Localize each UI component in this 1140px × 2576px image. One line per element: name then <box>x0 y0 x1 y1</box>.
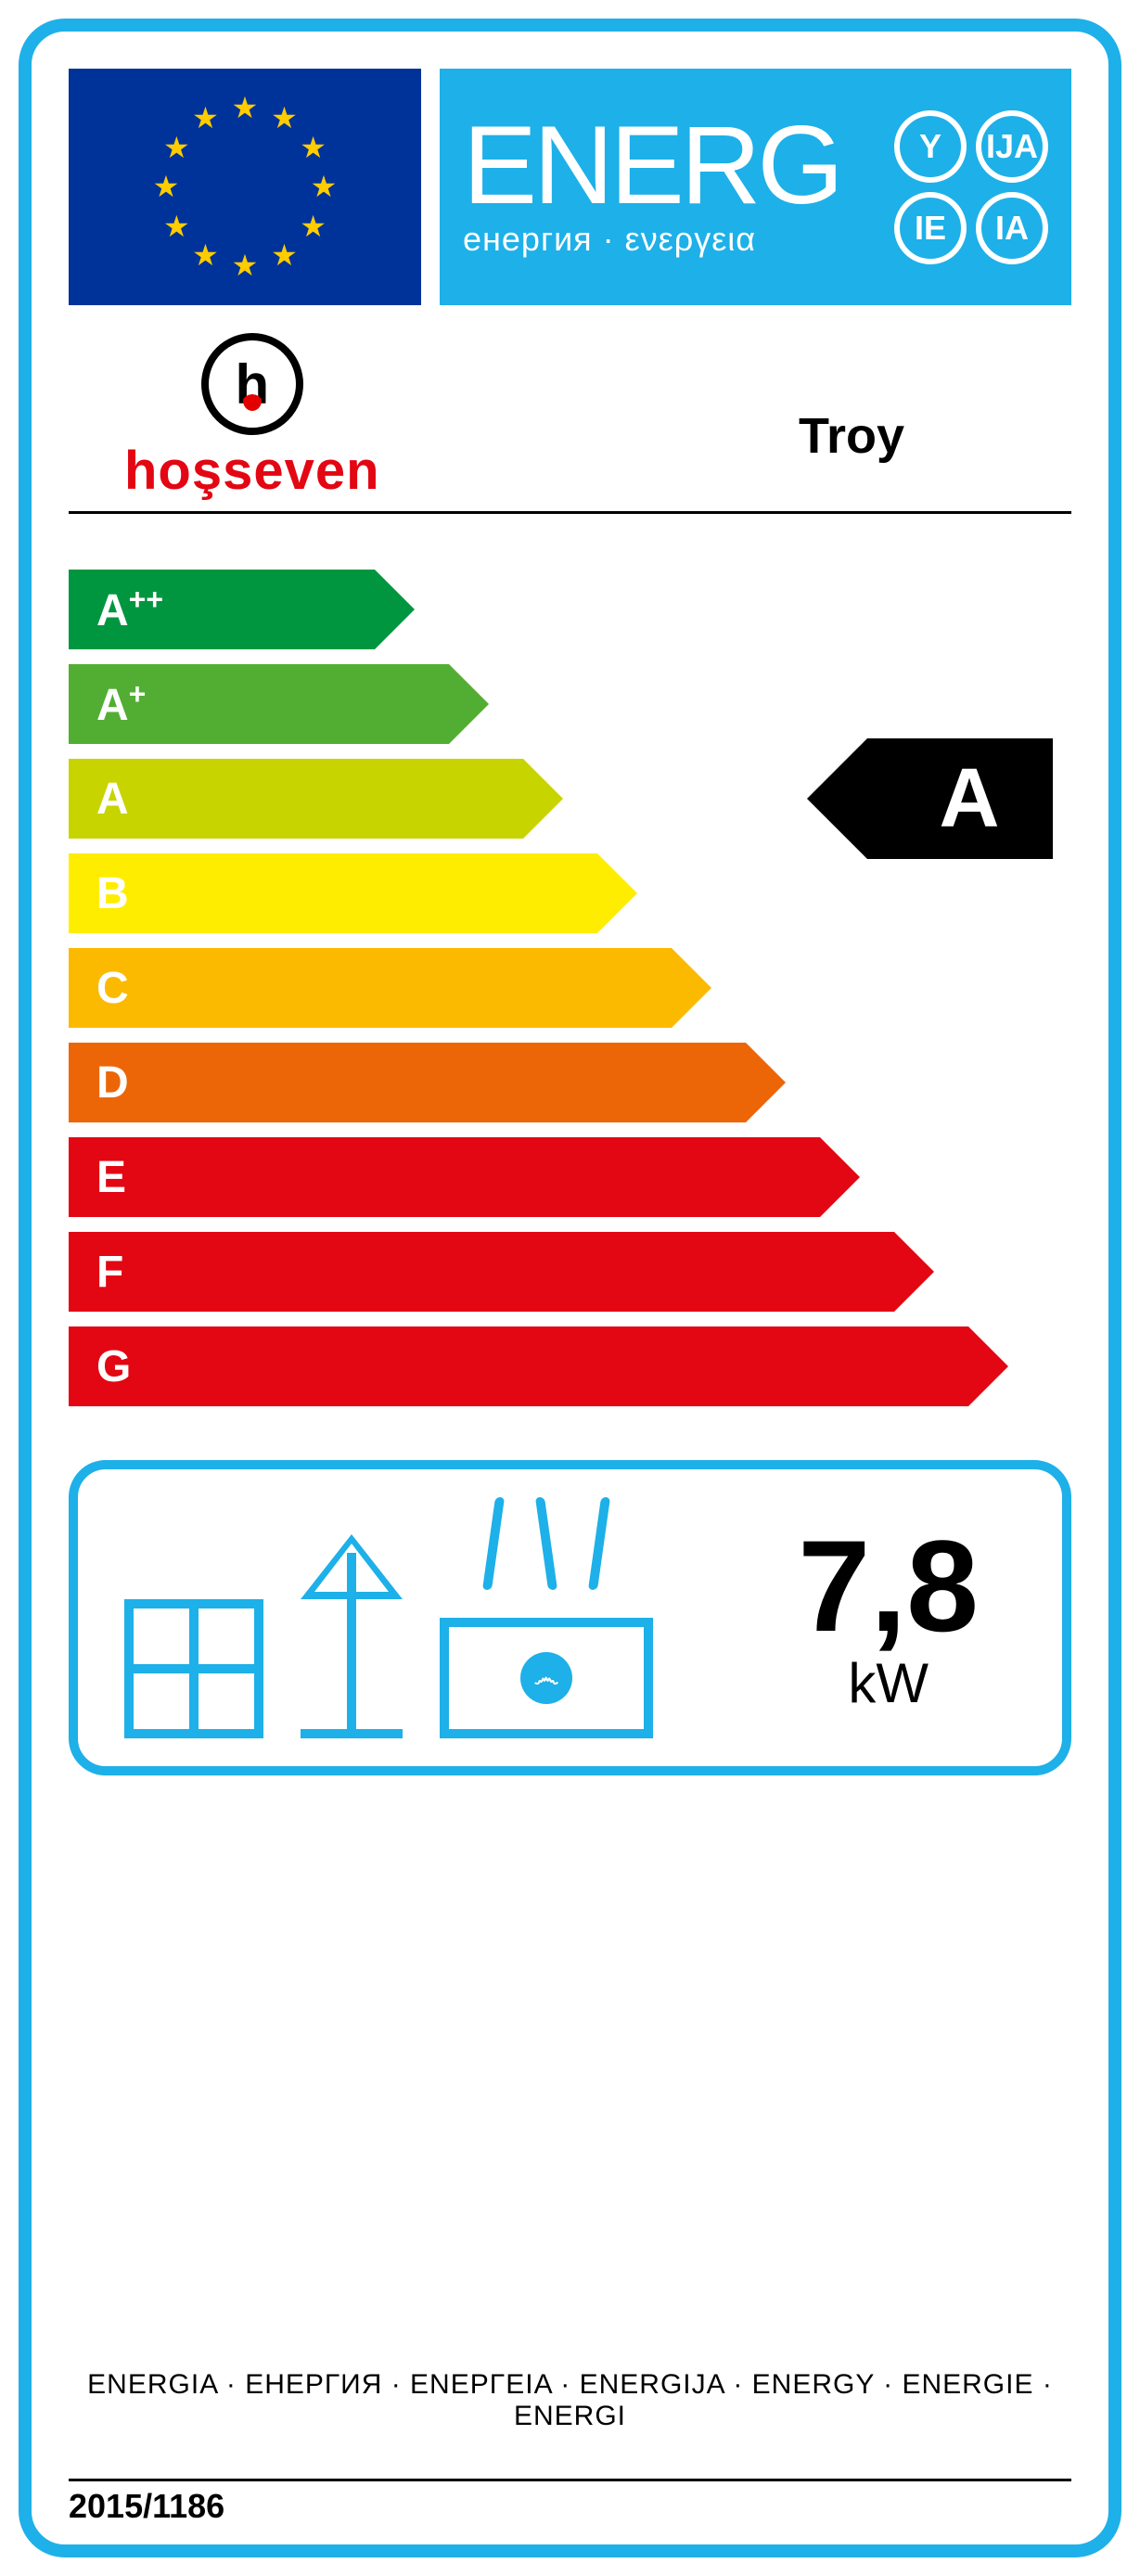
suffix-circle: IJA <box>976 110 1048 183</box>
eu-star-icon: ★ <box>271 237 298 273</box>
regulation-number: 2015/1186 <box>69 2479 1071 2526</box>
rating-row: A <box>69 759 523 839</box>
brand-row: h hoşseven Troy <box>69 333 1071 514</box>
rating-arrow: F <box>69 1232 894 1312</box>
rating-arrow-label: A++ <box>96 583 163 636</box>
lamp-icon <box>291 1497 412 1738</box>
eu-star-icon: ★ <box>300 130 327 165</box>
brand-logo-icon: h <box>201 333 303 435</box>
energ-title: ENERG <box>463 115 876 215</box>
rating-indicator: A <box>867 738 1053 859</box>
product-name: Troy <box>799 407 904 465</box>
eu-star-icon: ★ <box>271 100 298 135</box>
rating-row: D <box>69 1043 746 1122</box>
brand-logo-letter: h <box>235 352 269 417</box>
rating-arrow: B <box>69 853 597 933</box>
power-value: 7,8 kW <box>798 1521 1016 1715</box>
eu-star-icon: ★ <box>163 130 190 165</box>
eu-star-icon: ★ <box>192 237 219 273</box>
power-number: 7,8 <box>798 1521 979 1651</box>
rating-class-label: A <box>940 751 1000 847</box>
brand: h hoşseven <box>124 333 380 502</box>
rating-arrow: A+ <box>69 664 449 744</box>
rating-row: C <box>69 948 672 1028</box>
eu-star-icon: ★ <box>311 169 338 204</box>
footer-languages: ENERGIA · ЕНЕРГИЯ · ΕΝΕΡΓΕΙΑ · ENERGIJA … <box>69 2369 1071 2432</box>
rating-arrow: A <box>69 759 523 839</box>
energ-text: ENERG енергия · ενεργεια <box>463 115 876 259</box>
rating-arrow-label: C <box>96 963 129 1014</box>
rating-arrow-label: B <box>96 868 129 919</box>
rating-row: E <box>69 1137 820 1217</box>
rating-arrow: C <box>69 948 672 1028</box>
rating-row: A+ <box>69 664 449 744</box>
power-box: ෴ 7,8 kW <box>69 1460 1071 1775</box>
rating-arrow-label: A <box>96 774 129 825</box>
suffix-circle: IA <box>976 192 1048 264</box>
eu-star-icon: ★ <box>232 248 259 283</box>
power-unit: kW <box>798 1651 979 1715</box>
rating-arrow-label: D <box>96 1057 129 1109</box>
window-icon <box>124 1599 263 1738</box>
rating-row: G <box>69 1326 968 1406</box>
suffix-grid: YIJAIEIA <box>894 110 1048 264</box>
eu-star-icon: ★ <box>232 90 259 125</box>
energ-block: ENERG енергия · ενεργεια YIJAIEIA <box>440 69 1071 305</box>
rating-row: B <box>69 853 597 933</box>
eu-star-icon: ★ <box>192 100 219 135</box>
suffix-circle: IE <box>894 192 967 264</box>
rating-row: F <box>69 1232 894 1312</box>
rating-arrow-label: A+ <box>96 677 146 731</box>
heater-icon: ෴ <box>440 1497 653 1738</box>
rating-arrow: A++ <box>69 570 375 649</box>
eu-star-icon: ★ <box>153 169 180 204</box>
rating-row: A++ <box>69 570 375 649</box>
rating-arrow: G <box>69 1326 968 1406</box>
rating-arrow-label: E <box>96 1152 126 1203</box>
header: ★★★★★★★★★★★★ ENERG енергия · ενεργεια YI… <box>69 69 1071 305</box>
rating-arrow-label: F <box>96 1247 123 1298</box>
eu-star-icon: ★ <box>300 209 327 244</box>
brand-name: hoşseven <box>124 440 380 502</box>
eu-star-icon: ★ <box>163 209 190 244</box>
energy-label: ★★★★★★★★★★★★ ENERG енергия · ενεργεια YI… <box>19 19 1121 2557</box>
rating-arrow-label: G <box>96 1341 131 1392</box>
rating-arrow: D <box>69 1043 746 1122</box>
heat-icons: ෴ <box>124 1497 761 1738</box>
rating-arrow: E <box>69 1137 820 1217</box>
eu-flag-icon: ★★★★★★★★★★★★ <box>69 69 421 305</box>
rating-scale: A A++A+ABCDEFG <box>69 570 1071 1423</box>
suffix-circle: Y <box>894 110 967 183</box>
